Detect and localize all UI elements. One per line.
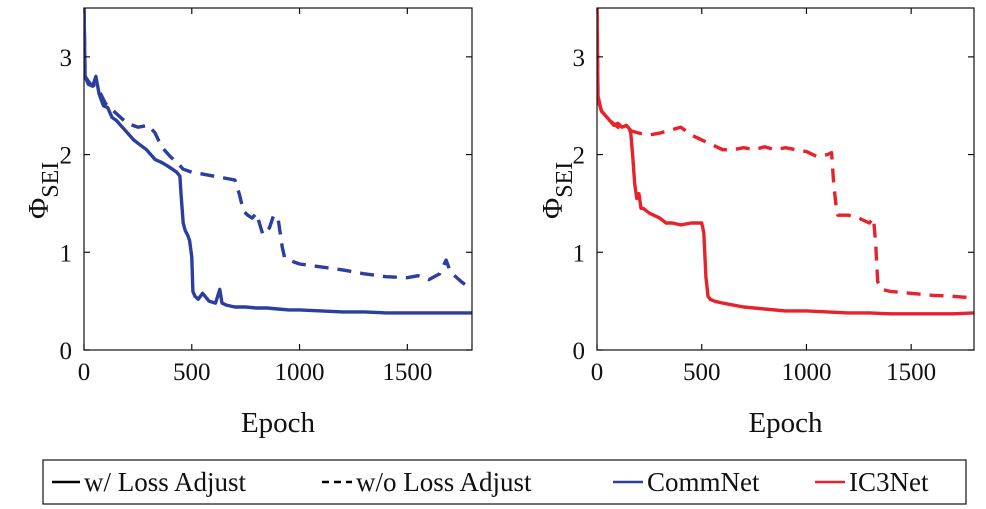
- x-tick-label: 1500: [886, 359, 936, 386]
- y-axis-label-main: Φ: [537, 198, 569, 219]
- x-axis-label: Epoch: [241, 407, 316, 439]
- x-tick-label: 500: [173, 359, 211, 386]
- ic3net-plot-panel: 0 500 1000 1500 0 1 2 3 Epoch ΦSEI: [537, 7, 975, 439]
- series-line-ic3net-w-loss-adjust: [597, 8, 974, 316]
- y-tick-label: 1: [60, 240, 73, 267]
- x-tick-label: 1500: [382, 359, 432, 386]
- x-axis-label: Epoch: [748, 407, 823, 439]
- legend-box: [42, 459, 967, 505]
- legend-label-commnet: CommNet: [647, 467, 760, 497]
- y-axis-label-subscript: SEI: [552, 162, 578, 198]
- x-tick-label: 500: [683, 359, 721, 386]
- legend-label-without-loss-adjust: w/o Loss Adjust: [356, 467, 532, 497]
- y-axis-label-main: Φ: [23, 198, 55, 219]
- x-tick-label: 0: [591, 359, 604, 386]
- commnet-plot-panel: 0 500 1000 1500 0 1 2 3 Epoch ΦSEI: [23, 7, 473, 439]
- x-tick-label: 0: [78, 359, 91, 386]
- y-axis-label: ΦSEI: [537, 162, 578, 219]
- y-tick-label: 3: [60, 45, 73, 72]
- y-tick-label: 2: [573, 143, 586, 170]
- y-tick-label: 3: [573, 45, 586, 72]
- y-tick-label: 2: [60, 143, 73, 170]
- series-line-commnet-w-o-loss-adjust: [84, 8, 472, 291]
- series-line-ic3net-w-o-loss-adjust: [597, 8, 974, 299]
- y-axis-label: ΦSEI: [23, 162, 64, 219]
- x-tick-label: 1000: [781, 359, 831, 386]
- legend: w/ Loss Adjust w/o Loss Adjust CommNet I…: [42, 459, 967, 505]
- legend-label-with-loss-adjust: w/ Loss Adjust: [84, 467, 247, 497]
- plot-frame: [596, 7, 975, 351]
- y-tick-label: 0: [60, 338, 73, 365]
- x-tick-label: 1000: [275, 359, 325, 386]
- series-line-commnet-w-loss-adjust: [84, 8, 472, 315]
- y-tick-label: 0: [573, 338, 586, 365]
- plot-frame: [83, 7, 473, 351]
- legend-label-ic3net: IC3Net: [849, 467, 929, 497]
- y-tick-label: 1: [573, 240, 586, 267]
- y-axis-label-subscript: SEI: [38, 162, 64, 198]
